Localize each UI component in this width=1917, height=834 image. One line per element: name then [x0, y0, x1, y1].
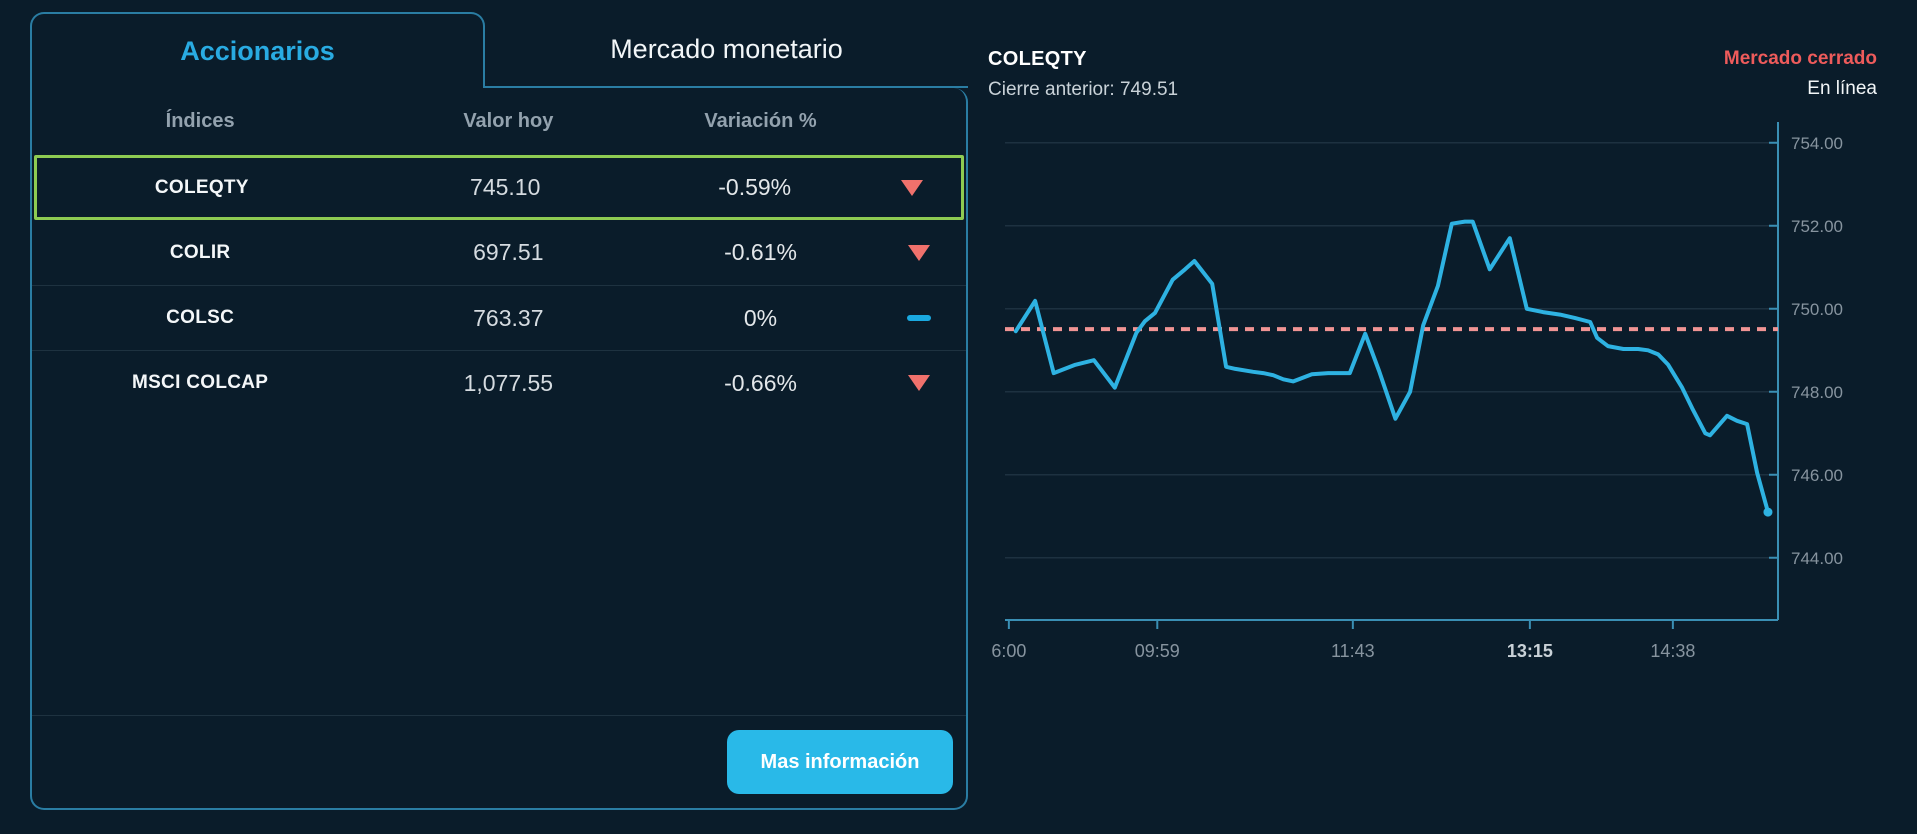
index-value: 1,077.55	[463, 369, 554, 396]
down-arrow-icon	[900, 179, 923, 196]
index-name: MSCI COLCAP	[131, 372, 269, 393]
previous-close-label: Cierre anterior: 749.51	[988, 79, 1179, 100]
panel-footer: Mas información	[32, 715, 966, 808]
table-row-coleqty[interactable]: COLEQTY 745.10 -0.59%	[34, 155, 964, 220]
header-valor-hoy: Valor hoy	[463, 110, 554, 132]
price-chart-svg[interactable]: 754.00 752.00 750.00 748.00 746.00 744.00 6:00…	[988, 115, 1877, 675]
tab-mercado-monetario[interactable]: Mercado monetario	[485, 12, 968, 88]
index-value: 697.51	[473, 239, 544, 265]
chart-title: COLEQTY	[988, 48, 1087, 70]
tab-accionarios[interactable]: Accionarios	[30, 12, 485, 88]
index-variation: -0.59%	[718, 174, 792, 200]
index-variation: 0%	[743, 304, 778, 331]
index-variation: -0.66%	[724, 369, 797, 396]
connection-status: En línea	[1807, 78, 1877, 99]
svg-text:752.00: 752.00	[1791, 217, 1843, 236]
chart-header: COLEQTY Cierre anterior: 749.51 Mercado …	[988, 48, 1877, 101]
table-row-colir[interactable]: COLIR 697.51 -0.61%	[32, 220, 966, 285]
svg-text:750.00: 750.00	[1791, 300, 1843, 319]
index-value: 763.37	[473, 304, 544, 331]
svg-text:11:43: 11:43	[1331, 641, 1375, 661]
header-variacion: Variación %	[704, 110, 817, 132]
indices-panel: Accionarios Mercado monetario Índices Va…	[30, 12, 968, 810]
header-indices: Índices	[165, 110, 235, 132]
svg-text:744.00: 744.00	[1791, 549, 1843, 568]
price-chart[interactable]: 754.00 752.00 750.00 748.00 746.00 744.00 6:00…	[988, 115, 1877, 680]
svg-text:13:15: 13:15	[1507, 641, 1553, 661]
more-info-button[interactable]: Mas información	[727, 730, 953, 794]
svg-text:748.00: 748.00	[1791, 383, 1843, 402]
market-status-badge: Mercado cerrado	[1723, 48, 1877, 69]
index-variation: -0.61%	[724, 239, 797, 265]
svg-text:6:00: 6:00	[991, 641, 1026, 661]
table-header-row: Índices Valor hoy Variación %	[32, 88, 966, 155]
svg-text:754.00: 754.00	[1791, 134, 1843, 153]
index-name: COLSC	[166, 307, 235, 328]
svg-text:09:59: 09:59	[1135, 641, 1180, 661]
down-arrow-icon	[908, 244, 931, 261]
table-row-colsc[interactable]: COLSC 763.37 0%	[32, 285, 966, 350]
indices-table: Índices Valor hoy Variación % COLEQTY 74…	[30, 88, 968, 810]
down-arrow-icon	[908, 375, 931, 391]
svg-text:14:38: 14:38	[1650, 641, 1695, 661]
flat-dash-icon	[907, 315, 932, 321]
index-value: 745.10	[470, 174, 541, 200]
svg-text:746.00: 746.00	[1791, 466, 1843, 485]
index-name: COLIR	[169, 241, 231, 263]
tab-bar: Accionarios Mercado monetario	[30, 12, 968, 88]
table-row-msci-colcap[interactable]: MSCI COLCAP 1,077.55 -0.66%	[32, 350, 966, 415]
index-name: COLEQTY	[154, 176, 249, 198]
chart-section: COLEQTY Cierre anterior: 749.51 Mercado …	[988, 48, 1877, 768]
